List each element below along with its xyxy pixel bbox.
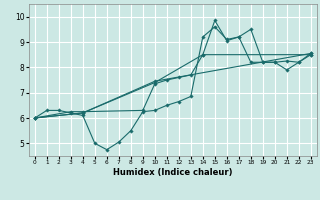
- X-axis label: Humidex (Indice chaleur): Humidex (Indice chaleur): [113, 168, 233, 177]
